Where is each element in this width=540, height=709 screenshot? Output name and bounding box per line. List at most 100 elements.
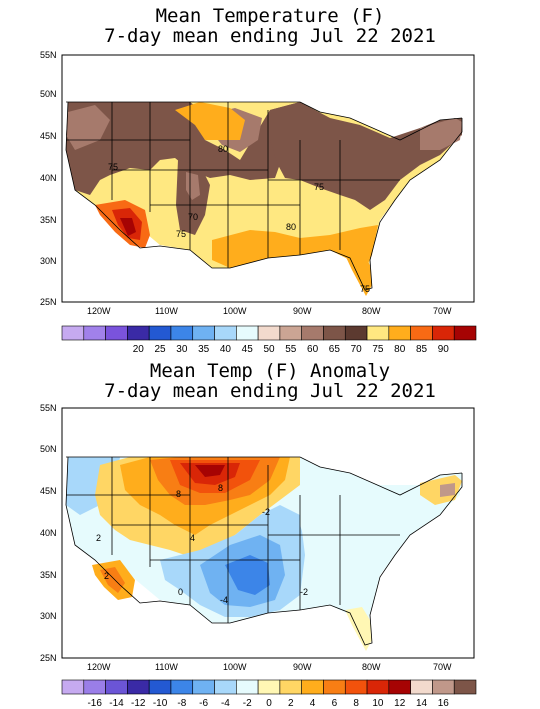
map2-contour-label: -2: [300, 587, 308, 597]
colorbar-swatch: [257, 679, 281, 695]
map1-contour-label: 75: [108, 162, 118, 172]
colorbar-swatch: [148, 679, 172, 695]
colorbar-swatch: [344, 325, 368, 341]
map1-colorbar-labels: 20 25 30 35 40 45 50 55 60 65 70 75 80 85 90: [133, 344, 450, 355]
colorbar-swatch: [214, 325, 237, 341]
map2-lon-label: 100W: [223, 662, 247, 672]
colorbar-label: 25: [154, 344, 166, 355]
colorbar-swatch: [323, 679, 346, 695]
map1-colorbar: [61, 325, 477, 341]
map2-lat-label: 55N: [40, 403, 57, 413]
colorbar-label: 85: [416, 344, 428, 355]
map2-lon-axis: 120W 110W 100W 90W 80W 70W: [87, 662, 452, 672]
colorbar-label: -16: [87, 698, 102, 709]
colorbar-swatch: [279, 325, 302, 341]
map2-contour-label: 8: [218, 483, 223, 493]
map2-subtitle: 7-day mean ending Jul 22 2021: [104, 380, 436, 402]
colorbar-swatch: [170, 325, 194, 341]
map2-lat-label: 40N: [40, 528, 57, 538]
map2-lat-label: 25N: [40, 653, 57, 663]
colorbar-label: 45: [242, 344, 254, 355]
colorbar-label: 4: [310, 698, 316, 709]
map2-lon-label: 80W: [362, 662, 381, 672]
map1-contour-labels: 75 80 70 75 75 80 75: [108, 144, 370, 294]
map2-lat-label: 50N: [40, 444, 57, 454]
map1-lon-label: 80W: [362, 306, 381, 316]
colorbar-swatch: [410, 325, 433, 341]
map1-temperature-fill: [66, 102, 462, 296]
map2-contour-label: -4: [220, 595, 228, 605]
map1-lon-label: 120W: [87, 306, 111, 316]
colorbar-swatch: [432, 325, 455, 341]
colorbar-swatch: [127, 325, 150, 341]
map1-subtitle: 7-day mean ending Jul 22 2021: [104, 25, 436, 47]
map2-lat-label: 35N: [40, 570, 57, 580]
map2-contour-label: 8: [176, 489, 181, 499]
colorbar-swatch: [301, 679, 324, 695]
map1-lat-label: 50N: [40, 89, 57, 99]
colorbar-swatch: [388, 325, 411, 341]
map2-contour-label: 0: [178, 587, 183, 597]
map1-lat-label: 30N: [40, 256, 57, 266]
colorbar-swatch: [148, 325, 172, 341]
map2-panel: 8 8 2 4 -2 -4 -2 0 2 55N 50N 45N 40N 35N…: [40, 403, 477, 709]
colorbar-swatch: [257, 325, 281, 341]
colorbar-swatch: [301, 325, 324, 341]
colorbar-label: -6: [199, 698, 208, 709]
colorbar-swatch: [105, 679, 128, 695]
map2-lon-label: 120W: [87, 662, 111, 672]
map2-contour-label: 2: [104, 571, 109, 581]
colorbar-swatch: [453, 325, 477, 341]
map1-lon-label: 100W: [223, 306, 247, 316]
colorbar-label: 75: [372, 344, 384, 355]
map1-lat-axis: 55N 50N 45N 40N 35N 30N 25N: [40, 50, 57, 307]
colorbar-swatch: [432, 679, 455, 695]
colorbar-swatch: [127, 679, 150, 695]
map2-colorbar: [61, 679, 477, 695]
colorbar-label: -14: [109, 698, 124, 709]
map2-boundaries: [65, 456, 463, 646]
colorbar-swatch: [410, 679, 433, 695]
colorbar-label: -10: [153, 698, 168, 709]
colorbar-swatch: [192, 679, 215, 695]
colorbar-swatch: [279, 679, 302, 695]
colorbar-label: -8: [177, 698, 186, 709]
map1-lat-label: 55N: [40, 50, 57, 60]
map1-lat-label: 25N: [40, 297, 57, 307]
colorbar-swatch: [323, 325, 346, 341]
map1-lon-axis: 120W 110W 100W 90W 80W 70W: [87, 306, 452, 316]
colorbar-label: 20: [133, 344, 145, 355]
colorbar-swatch: [214, 679, 237, 695]
colorbar-swatch: [83, 325, 106, 341]
colorbar-label: 10: [372, 698, 384, 709]
map1-boundaries: [65, 101, 463, 291]
map1-contour-label: 75: [176, 229, 186, 239]
colorbar-label: 35: [198, 344, 210, 355]
colorbar-swatch: [366, 325, 390, 341]
map1-title: Mean Temperature (F): [155, 5, 385, 27]
colorbar-label: 14: [416, 698, 428, 709]
colorbar-label: 60: [307, 344, 319, 355]
colorbar-swatch: [61, 325, 85, 341]
colorbar-label: 70: [351, 344, 363, 355]
map2-contour-label: 2: [96, 533, 101, 543]
colorbar-label: -12: [131, 698, 146, 709]
map2-lat-label: 45N: [40, 486, 57, 496]
map2-lon-label: 70W: [433, 662, 452, 672]
map1-lat-label: 35N: [40, 215, 57, 225]
colorbar-label: 2: [288, 698, 294, 709]
map2-lon-label: 110W: [155, 662, 178, 672]
colorbar-label: 12: [394, 698, 406, 709]
colorbar-swatch: [170, 679, 194, 695]
colorbar-label: 16: [438, 698, 450, 709]
colorbar-label: 55: [285, 344, 297, 355]
colorbar-label: 80: [394, 344, 406, 355]
colorbar-swatch: [61, 679, 85, 695]
map2-contour-labels: 8 8 2 4 -2 -4 -2 0 2: [96, 483, 308, 605]
colorbar-label: 30: [176, 344, 188, 355]
colorbar-label: 40: [220, 344, 232, 355]
map2-lat-label: 30N: [40, 611, 57, 621]
map1-contour-label: 75: [314, 182, 324, 192]
colorbar-swatch: [105, 325, 128, 341]
map2-lon-label: 90W: [293, 662, 312, 672]
